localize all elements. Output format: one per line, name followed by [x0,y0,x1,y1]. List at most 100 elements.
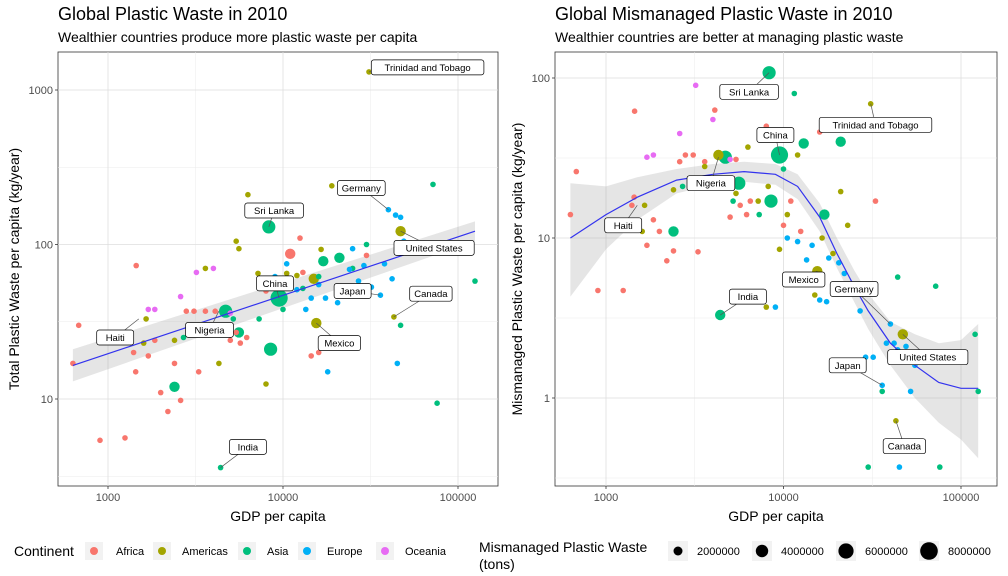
left-callout-box [393,240,475,256]
left-data-point [397,322,404,329]
left-data-point [280,306,286,313]
right-data-point [713,149,724,161]
left-data-point [392,212,399,218]
left-callout-label: Sri Lanka [254,206,295,217]
left-data-point [183,308,190,315]
left-data-point [377,292,384,299]
continent-key-swatch [158,547,166,555]
continent-key-swatch [303,547,311,555]
right-data-point [879,388,885,395]
left-callout-label: Canada [414,289,448,300]
right-callout-label: Sri Lanka [729,87,770,98]
left-data-point [394,360,401,367]
right-callout-box [818,116,933,133]
left-callout-label: Haiti [106,333,125,344]
size-legend-title-line2: (tons) [479,556,515,572]
right-chart-title: Global Mismanaged Plastic Waste in 2010 [555,4,893,24]
left-data-point [202,265,209,272]
size-key-label: 2000000 [697,546,740,558]
right-data-point [812,292,818,298]
continent-legend-title: Continent [14,543,74,559]
right-data-point [692,82,699,89]
left-y-tick-label: 1000 [29,85,53,97]
right-x-axis-title: GDP per capita [728,508,824,524]
left-callout-box [370,59,485,76]
left-data-point [165,408,171,415]
right-data-point [701,163,708,170]
right-x-tick-label: 10000 [768,492,799,504]
left-callout-box [317,335,361,351]
right-x-tick-label: 100000 [943,492,980,504]
right-callout-box [828,357,867,374]
left-data-point [334,252,345,263]
right-data-point [823,298,830,305]
right-callout-box [882,438,926,455]
left-data-point [430,181,436,188]
size-legend-title-line1: Mismanaged Plastic Waste [479,539,648,555]
left-callout-label: India [238,442,259,453]
right-data-point [907,388,914,395]
right-callout-box [719,83,779,100]
left-data-point [212,308,218,315]
right-data-point [809,242,815,249]
left-callout-label: Mexico [324,339,354,350]
size-legend: Mismanaged Plastic Waste (tons) 2000000 4… [479,539,991,572]
left-data-point [308,353,315,359]
right-data-point [837,188,844,195]
right-data-point [668,226,679,237]
right-plot-area: 1000 10000 100000 1 10 100 Sri Lanka China Trini… [532,52,997,504]
left-data-point [152,306,158,313]
right-data-point [756,211,762,218]
left-data-point [389,276,395,282]
right-data-point [733,156,739,163]
left-data-point [245,191,251,198]
left-data-point [363,241,370,248]
right-data-point [791,90,798,97]
left-callout-box [185,322,234,338]
right-data-point [679,183,686,190]
left-callout-box [96,329,135,346]
left-data-point [157,389,164,396]
left-data-point [363,252,370,259]
right-trend-line [570,170,979,389]
right-data-point [682,152,689,158]
right-data-point [656,228,663,235]
right-data-point [631,108,638,114]
left-data-point [294,272,300,279]
right-data-point [797,228,804,235]
left-data-point [472,278,478,284]
right-data-point [794,152,801,158]
continent-key-label: Americas [182,546,228,558]
left-data-point [355,278,362,284]
left-data-point [315,273,322,280]
left-data-point [303,306,309,313]
right-data-point [730,198,736,204]
left-data-point [145,306,152,313]
left-callout-label: China [263,279,289,290]
right-callout-box [686,175,736,192]
right-data-point [826,255,832,261]
left-plot-area: 1000 10000 100000 10 100 1000 Trinidad and Tob… [29,52,498,504]
right-panel: Global Mismanaged Plastic Waste in 2010 … [509,4,998,524]
left-data-point [202,308,209,315]
right-data-point [830,250,836,257]
left-plot-border [57,51,499,487]
right-data-point [676,130,683,137]
right-data-point [732,176,746,190]
continent-key-swatch [381,547,389,555]
continent-key-label: Europe [327,546,362,558]
right-callout-label: China [763,131,789,142]
left-x-tick-label: 100000 [440,492,477,504]
right-data-point [641,202,648,209]
right-data-point [629,202,635,209]
right-data-point [903,343,909,350]
right-data-point [937,464,943,470]
right-data-point [763,304,770,310]
right-callout-label: Canada [888,442,922,453]
left-data-point [434,400,440,407]
right-callout-box [729,288,767,305]
right-data-point [780,222,787,229]
right-data-point [764,194,778,208]
left-data-point [283,270,290,277]
right-callout-box [782,271,826,288]
